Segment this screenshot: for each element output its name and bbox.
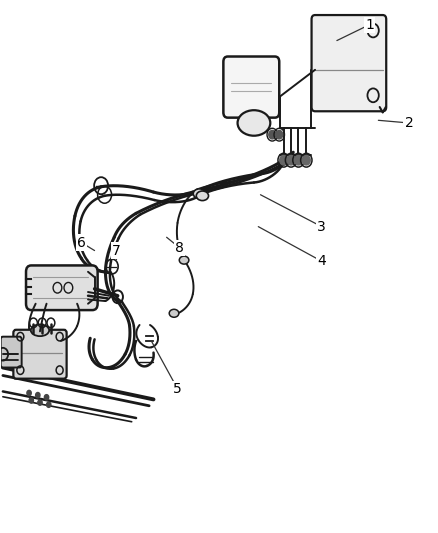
Ellipse shape (196, 191, 208, 200)
FancyBboxPatch shape (26, 265, 98, 310)
Ellipse shape (31, 325, 49, 336)
Text: 2: 2 (405, 116, 413, 130)
Circle shape (280, 156, 288, 165)
FancyBboxPatch shape (1, 337, 21, 368)
FancyBboxPatch shape (311, 15, 386, 111)
Text: 7: 7 (112, 244, 121, 257)
Circle shape (287, 156, 295, 165)
Text: 5: 5 (173, 382, 182, 396)
Circle shape (44, 394, 49, 400)
Ellipse shape (169, 309, 179, 317)
FancyBboxPatch shape (13, 330, 67, 378)
Text: 8: 8 (175, 241, 184, 255)
Circle shape (294, 156, 302, 165)
Text: 3: 3 (317, 220, 326, 233)
Text: 1: 1 (365, 18, 374, 31)
Circle shape (29, 398, 33, 403)
FancyBboxPatch shape (223, 56, 279, 118)
Circle shape (276, 131, 283, 139)
Circle shape (302, 156, 310, 165)
Ellipse shape (193, 189, 205, 198)
Circle shape (269, 131, 276, 139)
Circle shape (38, 400, 42, 405)
Ellipse shape (179, 256, 189, 264)
Circle shape (27, 390, 31, 395)
Circle shape (46, 402, 51, 407)
Ellipse shape (237, 110, 270, 136)
Text: 4: 4 (317, 254, 326, 268)
Text: 6: 6 (77, 236, 86, 249)
Circle shape (35, 392, 40, 398)
